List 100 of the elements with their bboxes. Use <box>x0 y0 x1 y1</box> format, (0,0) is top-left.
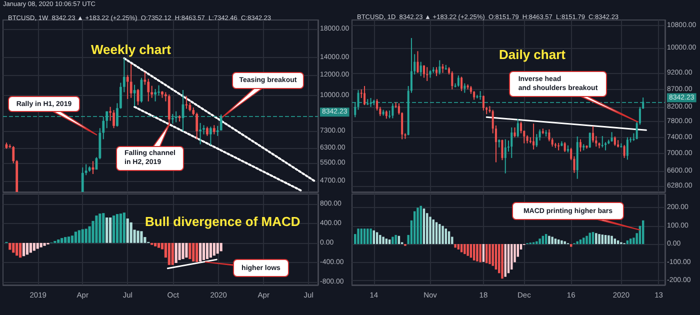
bar <box>157 242 160 248</box>
candlestick <box>420 61 422 77</box>
bar <box>442 226 444 244</box>
candlestick <box>538 128 541 141</box>
bar <box>610 236 613 244</box>
bar <box>106 217 108 243</box>
bar <box>216 242 219 254</box>
candlestick <box>209 126 212 146</box>
bar <box>548 236 550 244</box>
bar <box>154 242 157 246</box>
bar <box>454 244 456 248</box>
candlestick <box>579 138 582 152</box>
bar <box>220 242 222 252</box>
candlestick <box>133 84 136 107</box>
candlestick <box>601 136 604 148</box>
candlestick <box>623 144 626 158</box>
bar <box>192 242 195 262</box>
bar <box>119 214 122 243</box>
candlestick <box>168 94 170 126</box>
bar <box>476 244 478 262</box>
bar <box>126 218 129 243</box>
bar <box>168 242 170 265</box>
bar <box>544 234 548 244</box>
bar <box>564 241 566 244</box>
candlestick <box>206 126 208 136</box>
bar <box>629 238 632 244</box>
candlestick <box>212 124 216 135</box>
bar <box>81 229 84 243</box>
bar <box>185 242 188 258</box>
bar <box>32 242 36 251</box>
candlestick <box>422 64 425 78</box>
bar <box>557 240 560 244</box>
bar <box>74 232 77 243</box>
bar <box>466 244 469 256</box>
bar <box>604 234 607 244</box>
bar <box>586 236 588 244</box>
text: Bull divergence of MACD <box>145 214 300 229</box>
bar <box>36 242 39 249</box>
candlestick <box>548 128 550 142</box>
bar <box>8 242 12 250</box>
bar <box>19 242 22 258</box>
candlestick <box>416 50 419 74</box>
bar <box>444 228 447 244</box>
bar <box>435 222 438 244</box>
bar <box>551 236 554 244</box>
bar <box>482 244 485 262</box>
candlestick <box>516 118 519 138</box>
bar <box>196 242 198 262</box>
bar <box>202 242 206 260</box>
bar <box>422 208 426 244</box>
candlestick <box>460 76 463 92</box>
candlestick <box>364 86 366 106</box>
bar <box>60 238 64 243</box>
bar <box>84 228 88 243</box>
candlestick <box>199 122 202 145</box>
bar <box>182 242 184 260</box>
bar <box>130 222 132 243</box>
bar <box>379 234 382 244</box>
candlestick <box>81 166 84 192</box>
candlestick <box>479 90 482 100</box>
candlestick <box>564 142 566 153</box>
bar <box>420 206 422 244</box>
candlestick <box>457 74 460 88</box>
bar <box>370 228 372 244</box>
bar <box>432 219 434 244</box>
bar <box>78 230 80 243</box>
candlestick <box>216 125 219 136</box>
bar <box>560 240 563 244</box>
bar <box>16 242 18 256</box>
bar <box>595 233 598 244</box>
bar <box>510 244 513 270</box>
bar <box>501 244 504 279</box>
bar <box>40 242 42 248</box>
candlestick <box>438 60 441 75</box>
bar <box>504 244 506 277</box>
candlestick <box>510 126 513 158</box>
candlestick <box>392 102 394 119</box>
candlestick <box>588 132 591 148</box>
bar <box>485 244 488 264</box>
bar <box>109 217 112 243</box>
bar <box>64 237 67 243</box>
bar <box>26 242 29 255</box>
bar <box>416 208 419 244</box>
bar <box>57 240 60 243</box>
bar <box>122 212 126 243</box>
text: Daily chart <box>499 47 566 62</box>
bar <box>429 216 432 244</box>
bar <box>592 232 594 244</box>
bar <box>394 234 397 244</box>
candlestick <box>504 138 506 174</box>
candlestick <box>614 136 616 146</box>
bar <box>98 214 102 243</box>
candlestick <box>426 66 428 82</box>
bar <box>382 236 384 244</box>
bar <box>116 214 119 243</box>
candlestick <box>130 64 132 98</box>
bar <box>360 228 362 244</box>
bar <box>388 240 391 244</box>
bar <box>598 234 600 244</box>
candlestick <box>536 134 538 148</box>
